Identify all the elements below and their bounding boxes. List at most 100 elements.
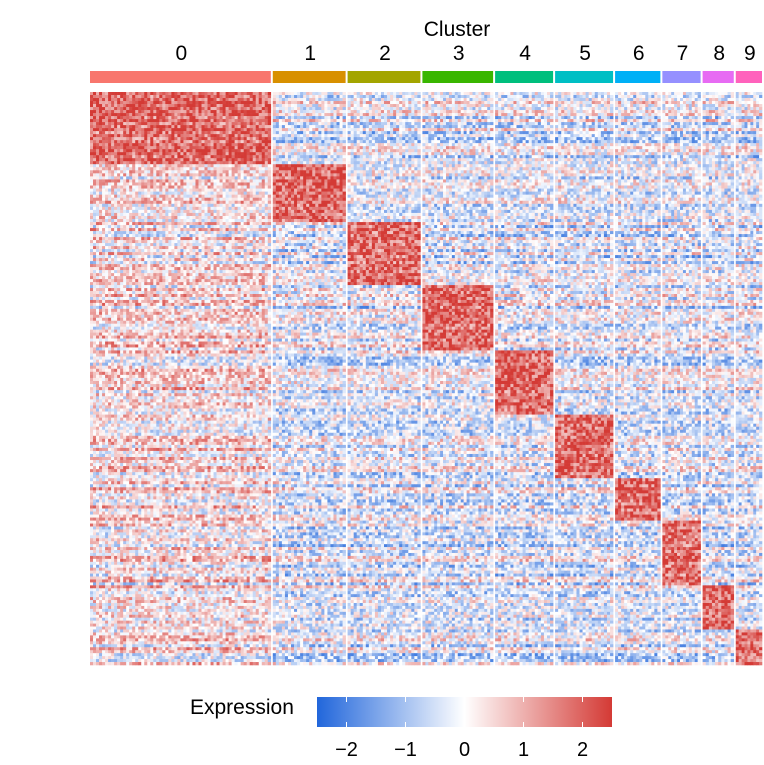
- heatmap-cell: [168, 116, 171, 119]
- heatmap-cell: [174, 128, 177, 131]
- heatmap-cell: [177, 116, 180, 119]
- heatmap-cell: [123, 104, 126, 107]
- heatmap-cell: [180, 125, 183, 128]
- heatmap-cell: [223, 125, 226, 128]
- heatmap-cell: [259, 119, 262, 122]
- heatmap-cell: [132, 113, 135, 116]
- heatmap-cell: [120, 116, 123, 119]
- heatmap-cell: [214, 125, 217, 128]
- heatmap-cell: [223, 92, 226, 95]
- heatmap-cell: [132, 107, 135, 110]
- heatmap-cell: [250, 107, 253, 110]
- heatmap-cell: [247, 104, 250, 107]
- heatmap-cell: [208, 131, 211, 134]
- heatmap-cell: [144, 110, 147, 113]
- heatmap-cell: [192, 95, 195, 98]
- heatmap-cell: [135, 122, 138, 125]
- heatmap-cell: [265, 116, 268, 119]
- heatmap-cell: [205, 116, 208, 119]
- heatmap-cell: [162, 125, 165, 128]
- heatmap-cell: [129, 134, 132, 137]
- heatmap-cell: [135, 98, 138, 101]
- heatmap-cell: [189, 119, 192, 122]
- heatmap-cell: [114, 122, 117, 125]
- heatmap-cell: [174, 107, 177, 110]
- heatmap-cell: [90, 110, 93, 113]
- heatmap-cell: [223, 131, 226, 134]
- heatmap-cell: [99, 95, 102, 98]
- heatmap-cell: [180, 128, 183, 131]
- heatmap-cell: [171, 98, 174, 101]
- heatmap-cell: [129, 95, 132, 98]
- heatmap-cell: [120, 92, 123, 95]
- heatmap-cell: [214, 122, 217, 125]
- heatmap-cell: [102, 119, 105, 122]
- heatmap-cell: [247, 125, 250, 128]
- heatmap-cell: [247, 128, 250, 131]
- heatmap-cell: [96, 101, 99, 104]
- heatmap-cell: [93, 128, 96, 131]
- heatmap-cell: [171, 131, 174, 134]
- heatmap-cell: [244, 101, 247, 104]
- heatmap-cell: [159, 113, 162, 116]
- heatmap-cell: [217, 113, 220, 116]
- cluster-label-8: 8: [713, 42, 725, 65]
- heatmap-cell: [205, 134, 208, 137]
- heatmap-cell: [129, 107, 132, 110]
- cluster-labels: 0123456789: [176, 42, 756, 65]
- heatmap-cell: [208, 125, 211, 128]
- heatmap-cell: [217, 98, 220, 101]
- heatmap-cell: [132, 116, 135, 119]
- heatmap-cell: [238, 131, 241, 134]
- heatmap-cell: [183, 98, 186, 101]
- heatmap-cell: [229, 122, 232, 125]
- heatmap-cell: [183, 116, 186, 119]
- heatmap-cell: [105, 128, 108, 131]
- heatmap-cell: [141, 104, 144, 107]
- heatmap-cell: [223, 101, 226, 104]
- heatmap-cell: [186, 98, 189, 101]
- heatmap-cell: [201, 119, 204, 122]
- cluster-label-5: 5: [579, 42, 591, 65]
- heatmap-cell: [177, 113, 180, 116]
- heatmap-cell: [165, 113, 168, 116]
- heatmap-cell: [244, 92, 247, 95]
- heatmap-cell: [141, 119, 144, 122]
- heatmap-cell: [211, 128, 214, 131]
- heatmap-cell: [123, 101, 126, 104]
- heatmap-cell: [93, 113, 96, 116]
- heatmap-cell: [244, 95, 247, 98]
- heatmap-cell: [229, 119, 232, 122]
- heatmap-cell: [147, 125, 150, 128]
- heatmap-cell: [96, 110, 99, 113]
- heatmap-cell: [208, 110, 211, 113]
- heatmap-cell: [174, 119, 177, 122]
- heatmap-cell: [253, 113, 256, 116]
- heatmap-cell: [150, 92, 153, 95]
- heatmap-cell: [201, 95, 204, 98]
- heatmap-cell: [229, 131, 232, 134]
- heatmap-cell: [141, 122, 144, 125]
- heatmap-cell: [186, 107, 189, 110]
- heatmap-cell: [168, 128, 171, 131]
- heatmap-cell: [99, 104, 102, 107]
- heatmap-cell: [174, 92, 177, 95]
- heatmap-cell: [211, 101, 214, 104]
- heatmap-cell: [129, 104, 132, 107]
- heatmap-cell: [247, 101, 250, 104]
- heatmap-cell: [159, 125, 162, 128]
- heatmap-cell: [156, 110, 159, 113]
- cluster-bar-4: [495, 71, 553, 83]
- heatmap-cell: [123, 125, 126, 128]
- heatmap-cell: [168, 131, 171, 134]
- heatmap-cell: [186, 92, 189, 95]
- heatmap-cell: [144, 98, 147, 101]
- heatmap-cell: [220, 101, 223, 104]
- heatmap-cell: [259, 101, 262, 104]
- heatmap-cell: [180, 113, 183, 116]
- heatmap-cell: [159, 107, 162, 110]
- heatmap-cell: [93, 101, 96, 104]
- heatmap-cell: [223, 113, 226, 116]
- heatmap-cell: [223, 128, 226, 131]
- heatmap-cell: [150, 119, 153, 122]
